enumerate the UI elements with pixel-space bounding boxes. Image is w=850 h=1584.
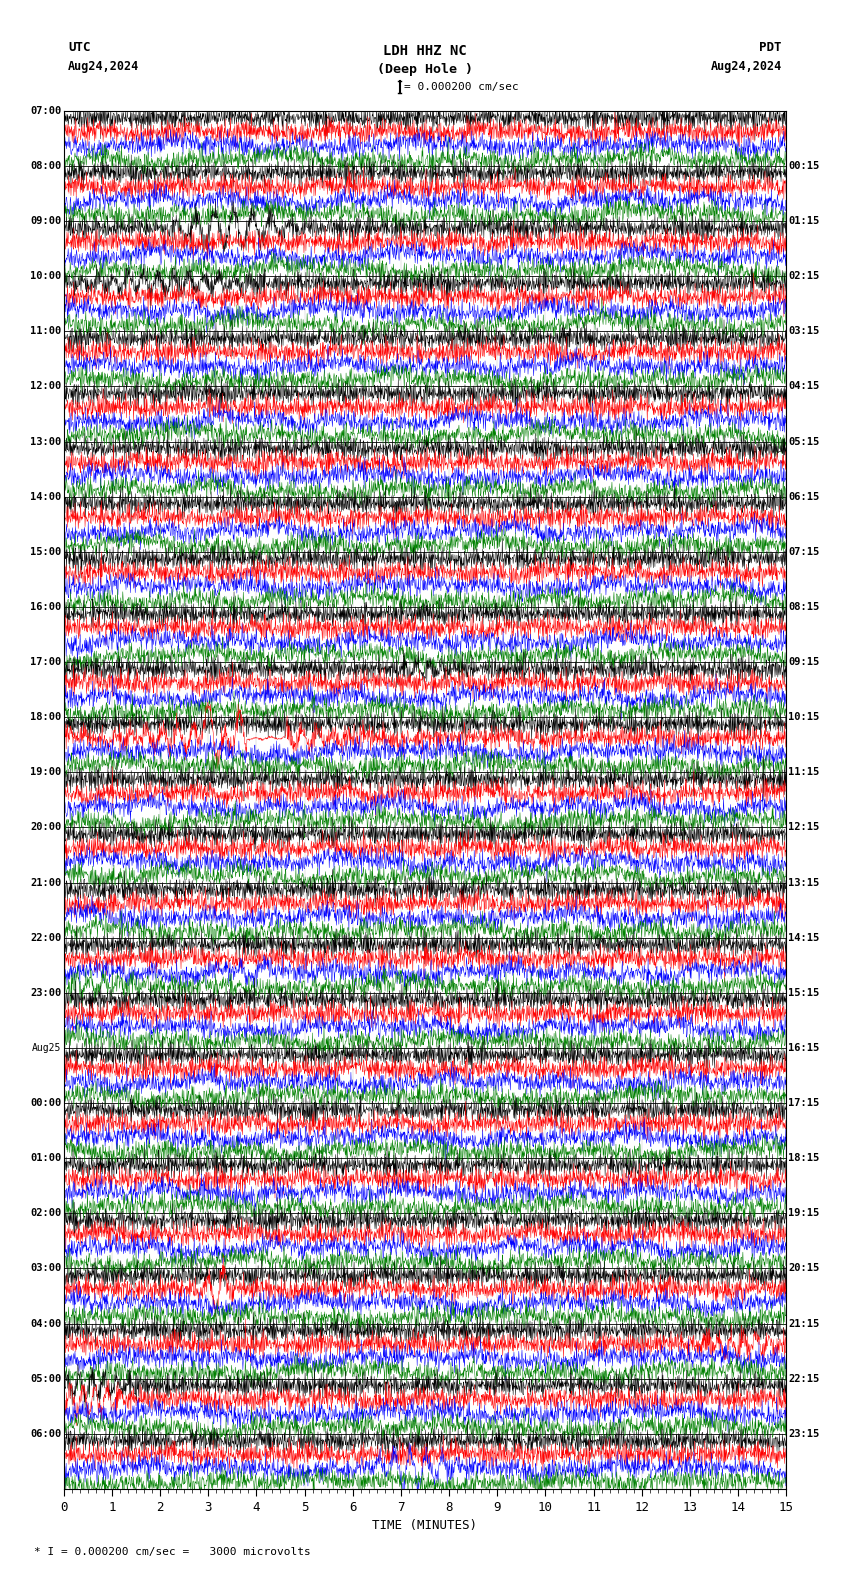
Text: 02:00: 02:00 (31, 1209, 61, 1218)
Text: UTC: UTC (68, 41, 90, 54)
Text: 04:00: 04:00 (31, 1318, 61, 1329)
Text: Aug25: Aug25 (32, 1042, 61, 1053)
Text: 21:15: 21:15 (789, 1318, 819, 1329)
Text: 17:15: 17:15 (789, 1098, 819, 1109)
Text: 16:15: 16:15 (789, 1042, 819, 1053)
Text: 07:00: 07:00 (31, 106, 61, 116)
Text: Aug24,2024: Aug24,2024 (68, 60, 139, 73)
Text: 18:15: 18:15 (789, 1153, 819, 1163)
Text: 15:15: 15:15 (789, 988, 819, 998)
X-axis label: TIME (MINUTES): TIME (MINUTES) (372, 1519, 478, 1532)
Text: 22:15: 22:15 (789, 1373, 819, 1384)
Text: 13:00: 13:00 (31, 437, 61, 447)
Text: 09:00: 09:00 (31, 215, 61, 227)
Text: 00:15: 00:15 (789, 162, 819, 171)
Text: 12:00: 12:00 (31, 382, 61, 391)
Text: 02:15: 02:15 (789, 271, 819, 282)
Text: 08:15: 08:15 (789, 602, 819, 611)
Text: 18:00: 18:00 (31, 713, 61, 722)
Text: 09:15: 09:15 (789, 657, 819, 667)
Text: 10:00: 10:00 (31, 271, 61, 282)
Text: Aug24,2024: Aug24,2024 (711, 60, 782, 73)
Text: 15:00: 15:00 (31, 546, 61, 558)
Text: = 0.000200 cm/sec: = 0.000200 cm/sec (404, 82, 518, 92)
Text: 21:00: 21:00 (31, 878, 61, 887)
Text: (Deep Hole ): (Deep Hole ) (377, 63, 473, 76)
Text: 11:00: 11:00 (31, 326, 61, 336)
Text: 23:15: 23:15 (789, 1429, 819, 1438)
Text: 05:15: 05:15 (789, 437, 819, 447)
Text: 13:15: 13:15 (789, 878, 819, 887)
Text: 14:00: 14:00 (31, 491, 61, 502)
Text: 05:00: 05:00 (31, 1373, 61, 1384)
Text: 19:00: 19:00 (31, 767, 61, 778)
Text: 14:15: 14:15 (789, 933, 819, 942)
Text: 03:00: 03:00 (31, 1264, 61, 1274)
Text: 19:15: 19:15 (789, 1209, 819, 1218)
Text: 17:00: 17:00 (31, 657, 61, 667)
Text: 11:15: 11:15 (789, 767, 819, 778)
Text: 00:00: 00:00 (31, 1098, 61, 1109)
Text: 08:00: 08:00 (31, 162, 61, 171)
Text: 20:00: 20:00 (31, 822, 61, 833)
Text: 12:15: 12:15 (789, 822, 819, 833)
Text: 06:00: 06:00 (31, 1429, 61, 1438)
Text: 10:15: 10:15 (789, 713, 819, 722)
Text: 22:00: 22:00 (31, 933, 61, 942)
Text: 03:15: 03:15 (789, 326, 819, 336)
Text: PDT: PDT (760, 41, 782, 54)
Text: 20:15: 20:15 (789, 1264, 819, 1274)
Text: * I = 0.000200 cm/sec =   3000 microvolts: * I = 0.000200 cm/sec = 3000 microvolts (34, 1548, 311, 1557)
Text: 01:00: 01:00 (31, 1153, 61, 1163)
Text: 07:15: 07:15 (789, 546, 819, 558)
Text: 06:15: 06:15 (789, 491, 819, 502)
Text: 23:00: 23:00 (31, 988, 61, 998)
Text: LDH HHZ NC: LDH HHZ NC (383, 44, 467, 57)
Text: 04:15: 04:15 (789, 382, 819, 391)
Text: 01:15: 01:15 (789, 215, 819, 227)
Text: 16:00: 16:00 (31, 602, 61, 611)
